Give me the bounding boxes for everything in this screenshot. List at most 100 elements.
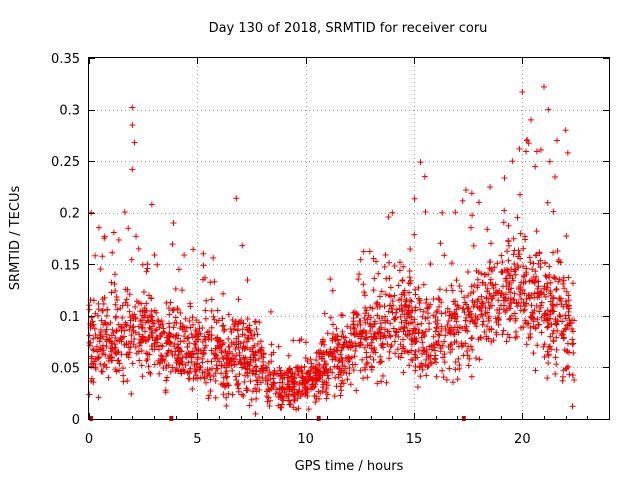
data-point <box>285 352 292 359</box>
data-point <box>99 296 106 303</box>
data-point <box>99 350 106 357</box>
data-point <box>312 365 319 372</box>
data-point <box>451 331 458 338</box>
data-point <box>372 349 379 356</box>
data-point <box>148 308 155 315</box>
data-point <box>420 348 427 355</box>
data-point <box>375 270 382 277</box>
data-point <box>415 284 422 291</box>
data-point <box>562 315 569 322</box>
data-point <box>441 359 448 366</box>
data-point <box>357 321 364 328</box>
data-point <box>545 352 552 359</box>
data-point <box>243 387 250 394</box>
data-point <box>96 338 103 345</box>
data-point <box>122 286 129 293</box>
data-point <box>515 253 522 260</box>
data-point <box>229 391 236 398</box>
data-point <box>329 369 336 376</box>
data-point <box>144 356 151 363</box>
data-point <box>491 264 498 271</box>
data-point <box>419 366 426 373</box>
data-point <box>563 365 570 372</box>
data-point <box>554 137 560 144</box>
data-point <box>103 312 110 319</box>
data-point <box>144 350 151 357</box>
data-point <box>284 369 291 376</box>
data-point <box>268 358 275 365</box>
data-point <box>103 364 110 371</box>
data-point <box>169 364 176 371</box>
data-point <box>169 241 176 248</box>
data-point <box>381 303 388 310</box>
data-point <box>420 308 427 315</box>
data-point <box>523 148 530 155</box>
data-point <box>400 369 407 376</box>
data-point <box>552 370 559 377</box>
data-point <box>157 321 164 328</box>
data-point <box>483 295 490 302</box>
data-point <box>553 361 560 368</box>
data-point <box>513 299 520 306</box>
data-point <box>448 260 455 267</box>
data-point <box>525 334 532 341</box>
data-point <box>305 368 312 375</box>
data-point <box>483 294 490 301</box>
data-point <box>267 308 274 315</box>
data-point <box>199 369 206 376</box>
data-point <box>401 302 408 309</box>
data-point <box>168 348 175 355</box>
data-point <box>132 329 139 336</box>
data-point <box>465 305 472 312</box>
data-point <box>146 334 153 341</box>
data-point <box>544 199 551 206</box>
data-point <box>260 350 267 357</box>
data-point <box>377 320 384 327</box>
data-point <box>541 353 548 360</box>
data-point <box>477 334 484 341</box>
data-point <box>321 341 328 348</box>
data-point <box>399 278 406 285</box>
data-point <box>193 347 200 354</box>
data-point <box>160 365 167 372</box>
data-point <box>136 331 143 338</box>
data-point <box>552 354 559 361</box>
x-tick-label: 0 <box>85 432 93 447</box>
data-point <box>488 325 495 332</box>
data-point <box>500 306 507 313</box>
data-point <box>112 287 119 294</box>
data-point <box>515 247 522 254</box>
data-point <box>476 199 482 206</box>
data-point <box>205 395 212 402</box>
data-point <box>557 313 564 320</box>
data-point <box>244 277 251 284</box>
data-point <box>256 373 263 380</box>
data-point <box>478 335 485 342</box>
data-point <box>428 360 435 367</box>
data-point <box>108 289 115 296</box>
data-point <box>210 254 217 261</box>
data-point <box>257 365 264 372</box>
data-point <box>417 159 424 166</box>
data-point <box>529 266 536 273</box>
data-point <box>139 373 146 380</box>
data-point <box>153 336 160 343</box>
data-point <box>276 379 283 386</box>
data-point <box>541 260 548 267</box>
data-point <box>105 357 112 364</box>
data-point <box>500 327 507 334</box>
data-point <box>339 344 346 351</box>
data-point <box>563 288 570 295</box>
data-point <box>433 309 440 316</box>
data-point <box>397 313 404 320</box>
data-point <box>220 290 227 297</box>
data-point <box>501 207 508 214</box>
data-point <box>214 366 221 373</box>
data-point <box>136 340 143 347</box>
data-point <box>360 248 367 255</box>
data-point <box>97 346 104 353</box>
data-point <box>530 323 537 330</box>
data-point <box>412 367 419 374</box>
data-point <box>249 335 256 342</box>
data-point <box>560 367 567 374</box>
